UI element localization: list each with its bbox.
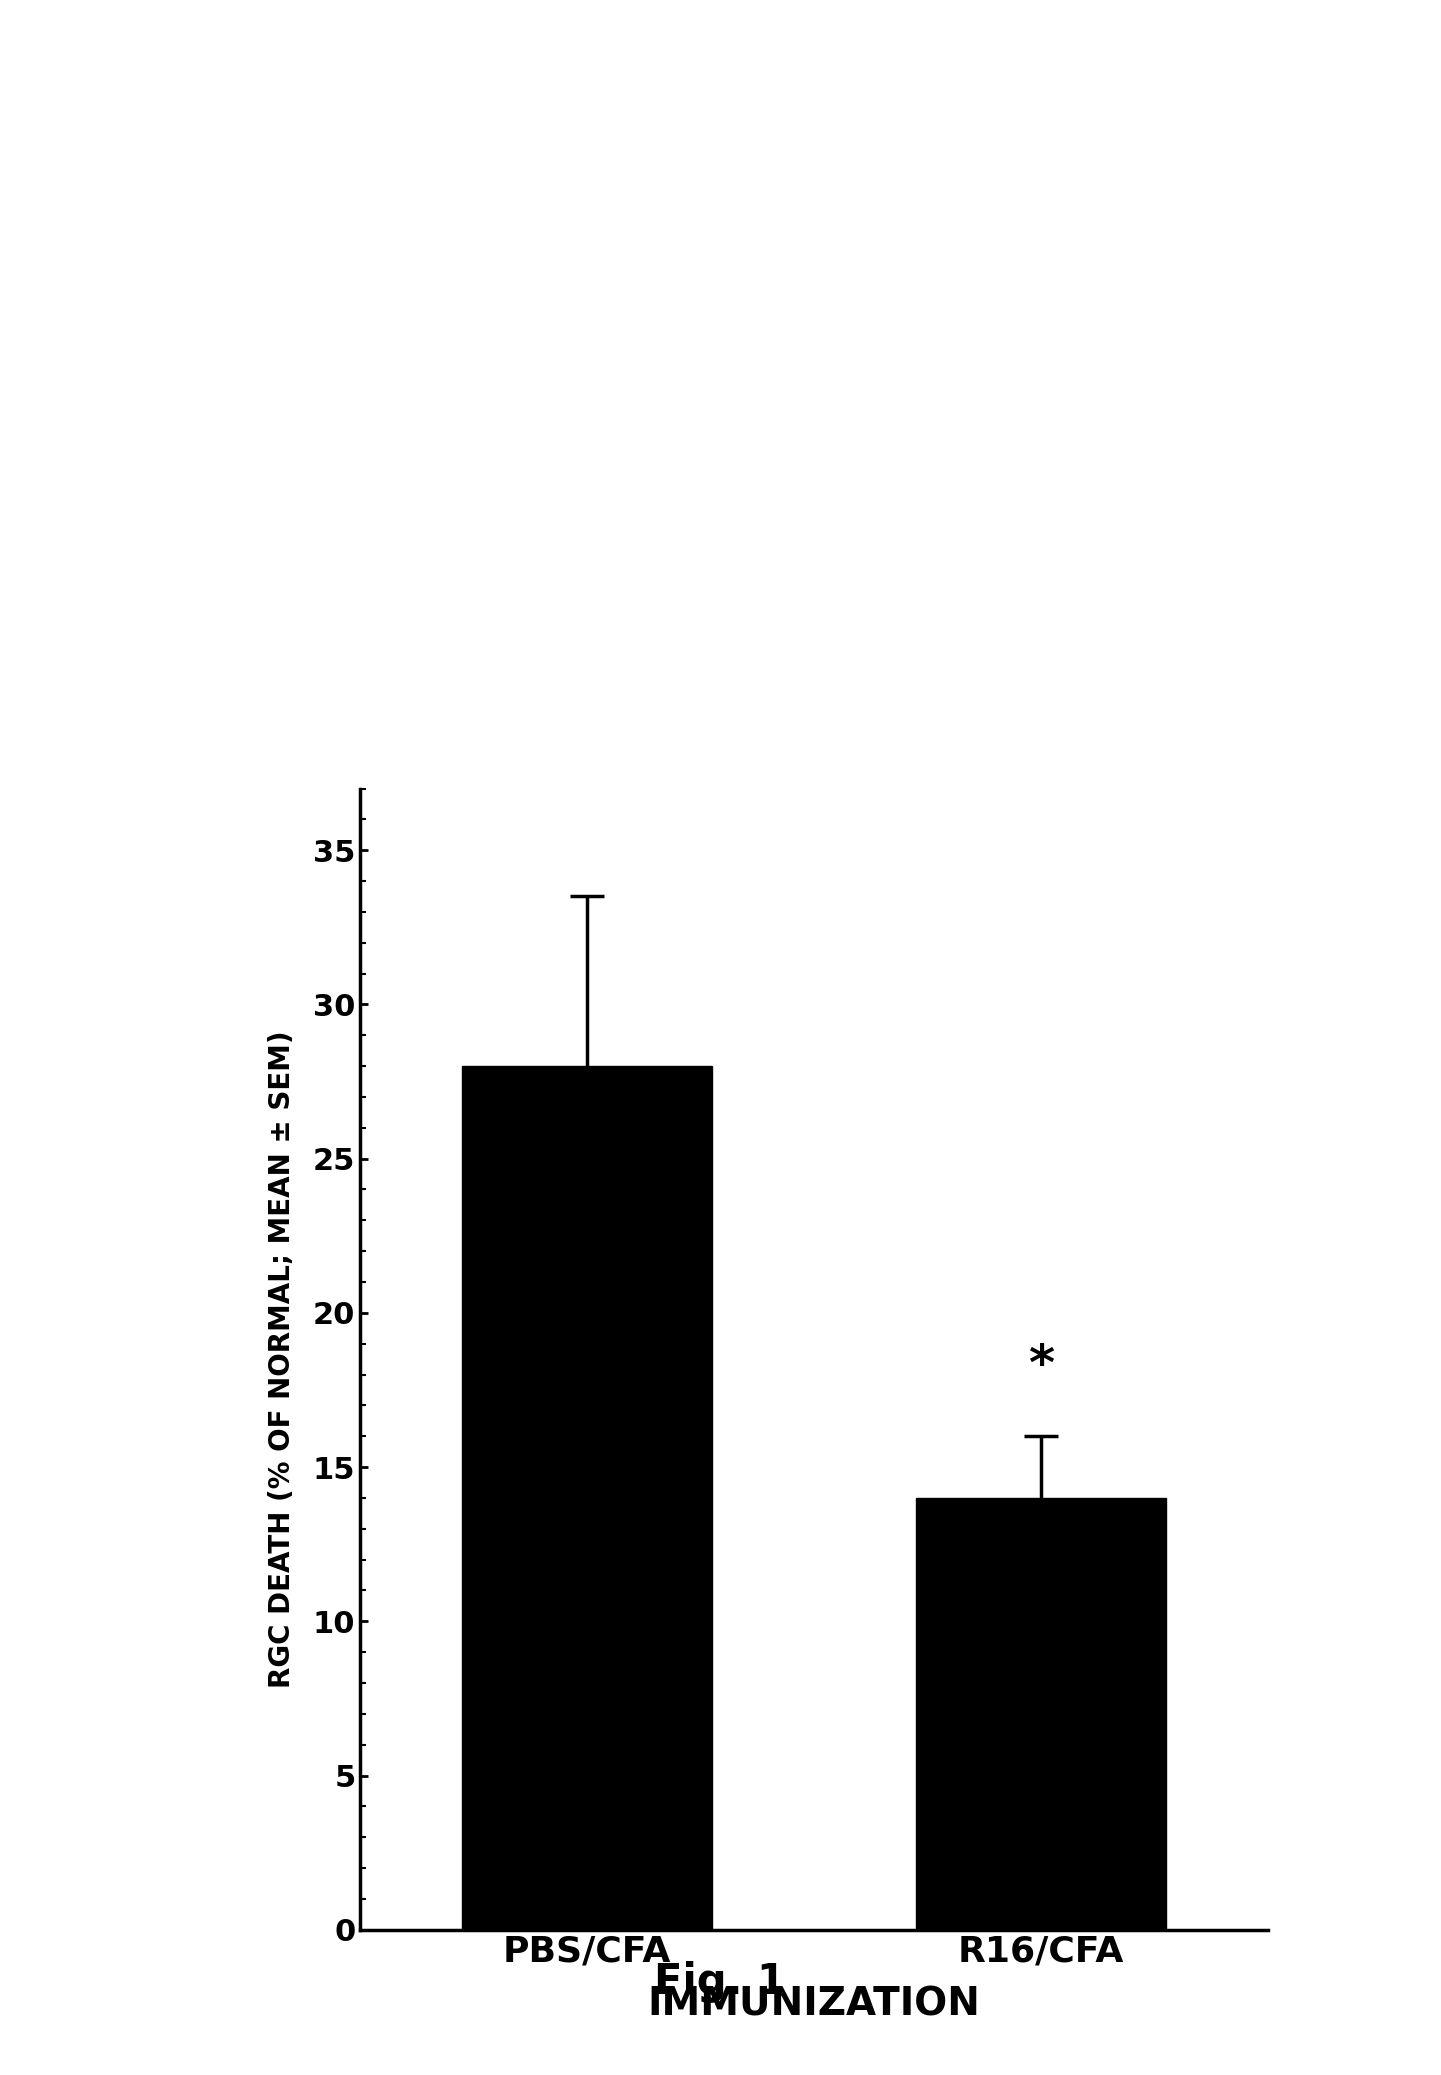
Text: *: * <box>1027 1343 1055 1390</box>
Text: Fig. 1: Fig. 1 <box>654 1961 787 2002</box>
Bar <box>916 1498 1166 1930</box>
X-axis label: IMMUNIZATION: IMMUNIZATION <box>647 1986 981 2023</box>
Bar <box>463 1067 712 1930</box>
Y-axis label: RGC DEATH (% OF NORMAL; MEAN ± SEM): RGC DEATH (% OF NORMAL; MEAN ± SEM) <box>268 1031 297 1687</box>
